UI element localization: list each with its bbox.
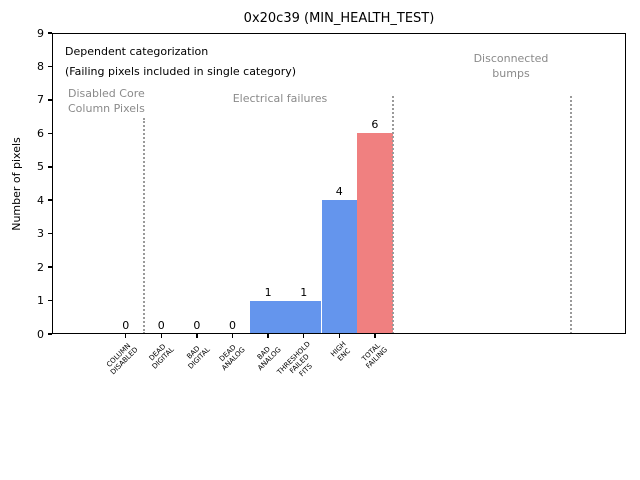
- chart-title: 0x20c39 (MIN_HEALTH_TEST): [243, 11, 435, 26]
- x-tick-mark: [302, 334, 305, 338]
- bar-value-label: 6: [371, 118, 379, 132]
- x-tick-label: DEAD DIGITAL: [147, 342, 176, 371]
- bar-value-label: 0: [122, 319, 130, 332]
- y-tick-mark: [48, 166, 52, 168]
- category-separator-line: [142, 118, 145, 334]
- bar-value-label: 1: [264, 285, 272, 299]
- bar-value-label: 0: [229, 319, 236, 332]
- bar-value-label: 4: [335, 185, 343, 199]
- bar: [285, 300, 322, 334]
- y-tick-label: 2: [37, 260, 44, 274]
- y-tick-mark: [48, 32, 52, 34]
- bar: [321, 200, 358, 334]
- y-tick-label: 6: [37, 126, 44, 140]
- category-separator-line: [391, 96, 394, 334]
- y-tick-mark: [48, 266, 52, 268]
- y-tick-mark: [48, 199, 52, 201]
- y-tick-label: 8: [37, 59, 44, 73]
- x-tick-label: THRESHOLD FAILED FITS: [276, 340, 314, 378]
- y-tick-mark: [48, 99, 52, 101]
- x-tick-mark: [374, 334, 376, 338]
- y-tick-mark: [48, 65, 52, 68]
- y-tick-label: 7: [37, 93, 44, 107]
- x-tick-mark: [267, 334, 269, 338]
- region-label-disconnected-bumps: Disconnected bumps: [473, 52, 549, 80]
- annotation-dependent-categorization: Dependent categorization: [65, 45, 209, 58]
- x-tick-mark: [160, 334, 163, 338]
- x-tick-label: COLUMN DISABLED: [105, 341, 141, 377]
- y-tick-mark: [48, 232, 52, 235]
- x-tick-mark: [196, 334, 198, 338]
- x-tick-mark: [231, 334, 234, 338]
- y-tick-label: 3: [37, 227, 44, 241]
- x-tick-mark: [124, 334, 127, 338]
- x-tick-label: TOTAL FAILING: [360, 341, 390, 371]
- y-tick-label: 4: [37, 193, 44, 207]
- x-tick-label: DEAD ANALOG: [218, 343, 247, 373]
- y-tick-label: 0: [37, 327, 44, 341]
- y-tick-label: 1: [37, 294, 44, 308]
- y-tick-label: 9: [37, 26, 44, 40]
- bar-value-label: 0: [157, 319, 165, 332]
- region-label-electrical-failures: Electrical failures: [232, 92, 328, 105]
- x-tick-label: HIGH ENC: [329, 340, 353, 364]
- x-tick-label: BAD DIGITAL: [184, 344, 212, 371]
- y-tick-mark: [48, 132, 52, 135]
- annotation-failing-pixels-note: (Failing pixels included in single categ…: [65, 65, 297, 78]
- bar: [357, 133, 393, 334]
- y-tick-label: 5: [37, 160, 44, 174]
- y-tick-mark: [48, 333, 52, 335]
- bar-value-label: 1: [300, 285, 308, 299]
- region-label-disabled-core-column-pixels: Disabled Core Column Pixels: [68, 87, 145, 115]
- bar-value-label: 0: [193, 319, 201, 332]
- y-tick-mark: [48, 299, 52, 302]
- category-separator-line: [569, 96, 572, 334]
- x-tick-mark: [338, 334, 341, 338]
- bar: [250, 300, 286, 334]
